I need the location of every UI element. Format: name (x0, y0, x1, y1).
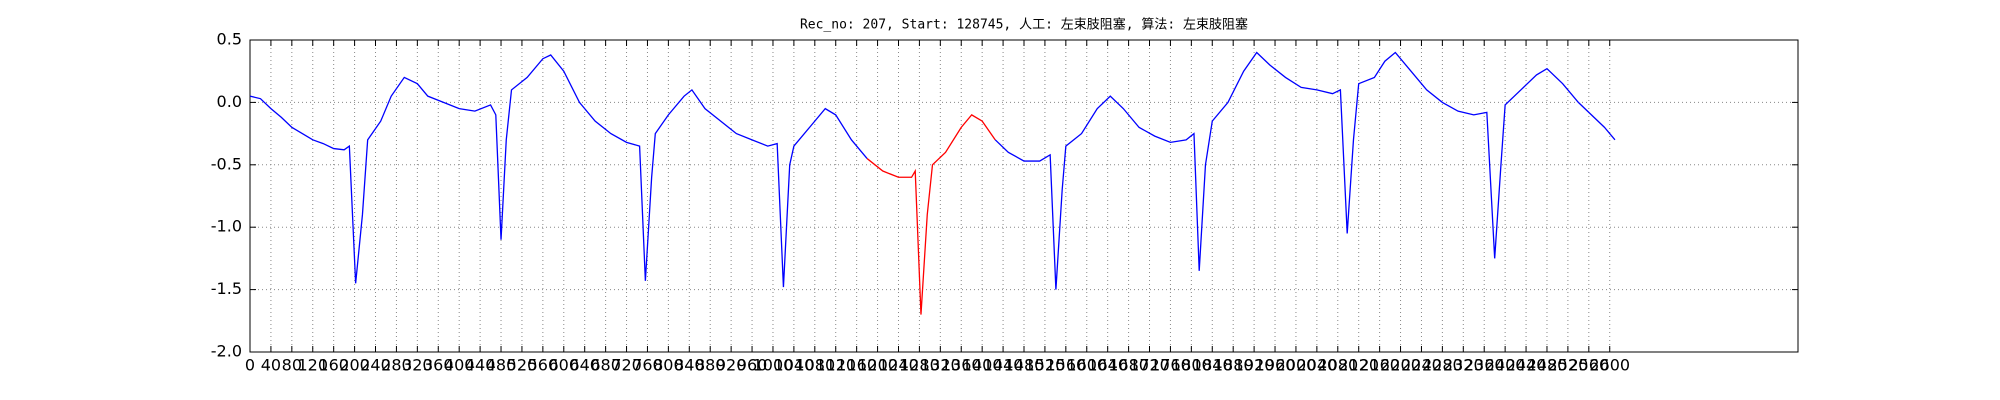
x-tick-label: 320 (402, 356, 433, 375)
x-tick-label: 880 (695, 356, 726, 375)
x-tick-label: 2200 (1380, 356, 1421, 375)
x-tick-label: 1360 (941, 356, 982, 375)
x-tick-label: 920 (716, 356, 747, 375)
x-tick-label: 640 (569, 356, 600, 375)
x-tick-label: 1120 (815, 356, 856, 375)
y-tick-label: -0.5 (211, 154, 242, 173)
x-tick-label: 1560 (1045, 356, 1086, 375)
plot-frame (249, 39, 1799, 353)
x-tick-label: 1040 (774, 356, 815, 375)
x-tick-label: 1400 (962, 356, 1003, 375)
x-tick-label: 2320 (1443, 356, 1484, 375)
x-tick-label: 560 (528, 356, 559, 375)
x-tick-label: 1320 (920, 356, 961, 375)
x-tick-label: 2520 (1548, 356, 1589, 375)
x-tick-label: 520 (507, 356, 538, 375)
x-tick-label: 80 (282, 356, 302, 375)
x-tick-label: 440 (465, 356, 496, 375)
x-tick-label: 2440 (1506, 356, 1547, 375)
ecg-line (249, 54, 868, 288)
x-tick-label: 2360 (1464, 356, 1505, 375)
x-tick-label: 800 (653, 356, 684, 375)
x-tick-label: 2600 (1589, 356, 1630, 375)
x-tick-label: 2400 (1485, 356, 1526, 375)
y-tick-label: -1.5 (211, 279, 242, 298)
x-tick-label: 2240 (1401, 356, 1442, 375)
x-tick-label: 840 (674, 356, 705, 375)
x-tick-label: 480 (486, 356, 517, 375)
ecg-line (994, 51, 1616, 290)
x-tick-label: 1720 (1129, 356, 1170, 375)
x-tick-label: 1000 (753, 356, 794, 375)
x-tick-label: 720 (611, 356, 642, 375)
x-tick-label: 960 (737, 356, 768, 375)
x-tick-label: 400 (444, 356, 475, 375)
x-tick-label: 2480 (1527, 356, 1568, 375)
x-tick-label: 1600 (1066, 356, 1107, 375)
x-tick-label: 40 (261, 356, 281, 375)
chart-title: Rec_no: 207, Start: 128745, 人工: 左束肢阻塞, 算… (800, 17, 1248, 33)
x-tick-label: 1920 (1234, 356, 1275, 375)
x-tick-label: 280 (381, 356, 412, 375)
y-tick-label: 0.5 (217, 30, 242, 49)
x-tick-label: 200 (339, 356, 370, 375)
x-tick-label: 600 (549, 356, 580, 375)
x-tick-label: 1080 (794, 356, 835, 375)
x-tick-label: 2280 (1422, 356, 1463, 375)
x-tick-label: 2160 (1359, 356, 1400, 375)
x-tick-label: 1880 (1213, 356, 1254, 375)
x-tick-label: 160 (318, 356, 349, 375)
x-tick-label: 760 (632, 356, 663, 375)
x-tick-label: 2560 (1568, 356, 1609, 375)
y-tick-label: 0.0 (217, 92, 242, 111)
x-tick-label: 360 (423, 356, 454, 375)
x-tick-label: 1960 (1255, 356, 1296, 375)
x-tick-label: 1200 (857, 356, 898, 375)
x-tick-label: 2080 (1317, 356, 1358, 375)
x-tick-label: 1480 (1004, 356, 1045, 375)
x-tick-label: 1160 (836, 356, 877, 375)
x-tick-label: 680 (590, 356, 621, 375)
x-tick-label: 1440 (983, 356, 1024, 375)
x-tick-label: 240 (360, 356, 391, 375)
ecg-line (866, 114, 996, 315)
y-tick-label: -2.0 (211, 342, 242, 361)
x-tick-label: 1640 (1087, 356, 1128, 375)
x-tick-label: 1840 (1192, 356, 1233, 375)
y-tick-label: -1.0 (211, 217, 242, 236)
x-tick-label: 120 (297, 356, 328, 375)
x-tick-label: 1800 (1171, 356, 1212, 375)
x-tick-label: 2000 (1276, 356, 1317, 375)
x-tick-label: 1280 (899, 356, 940, 375)
x-tick-label: 1520 (1025, 356, 1066, 375)
x-tick-label: 2040 (1297, 356, 1338, 375)
x-tick-label: 1680 (1108, 356, 1149, 375)
x-tick-label: 0 (245, 356, 255, 375)
x-tick-label: 2120 (1338, 356, 1379, 375)
x-tick-label: 1240 (878, 356, 919, 375)
x-tick-label: 1760 (1150, 356, 1191, 375)
